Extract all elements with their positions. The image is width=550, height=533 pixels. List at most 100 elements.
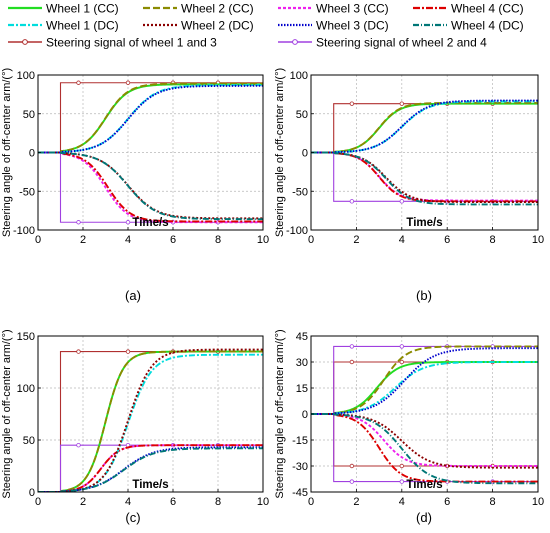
x-tick-label: 0 <box>308 496 314 508</box>
legend-label: Wheel 3 (DC) <box>316 19 389 33</box>
series-line-w1dc <box>311 100 538 154</box>
legend-label: Wheel 1 (DC) <box>46 19 119 33</box>
y-axis-label: Steering angle of off-center arm/(°) <box>1 329 13 498</box>
x-tick-label: 4 <box>399 234 405 246</box>
signal-marker <box>399 344 404 349</box>
legend-entry-w1cc: Wheel 1 (CC) <box>8 2 119 16</box>
signal-marker <box>125 80 131 85</box>
y-tick-label: -45 <box>292 487 308 499</box>
series-line-w2cc <box>311 101 538 154</box>
series-line-w4dc <box>311 151 538 206</box>
plot-area <box>38 336 263 492</box>
y-tick-label: -50 <box>19 186 35 198</box>
x-tick-label: 4 <box>125 496 131 508</box>
series-line-w2cc <box>38 82 263 154</box>
legend-entry-w2cc: Wheel 2 (CC) <box>143 2 254 16</box>
series-line-w1dc <box>311 361 538 415</box>
series-line-w4cc <box>38 444 263 492</box>
x-tick-label: 8 <box>490 234 496 246</box>
series-line-w4dc <box>38 447 263 492</box>
ticks: 0 2 4 6 8 10 -100 -50 0 50 100 <box>13 70 269 246</box>
y-tick-label: 150 <box>17 331 35 343</box>
series-line-w2dc <box>311 151 538 204</box>
x-tick-label: 0 <box>308 234 314 246</box>
signal-marker <box>399 101 404 106</box>
y-tick-label: -50 <box>292 186 308 198</box>
signal-marker <box>349 199 355 204</box>
legend-marker <box>22 39 28 45</box>
legend-label: Wheel 2 (CC) <box>181 2 254 16</box>
legend-entry-w3dc: Wheel 3 (DC) <box>278 19 389 33</box>
x-tick-label: 0 <box>35 234 41 246</box>
x-tick-label: 2 <box>80 496 86 508</box>
y-tick-label: -15 <box>292 435 308 447</box>
y-tick-label: 15 <box>296 383 308 395</box>
y-tick-label: 0 <box>302 409 308 421</box>
series-line-w4dc <box>311 413 538 485</box>
x-tick-label: 6 <box>444 496 450 508</box>
series-line-w2cc <box>38 350 263 492</box>
legend-entry-w3cc: Wheel 3 (CC) <box>278 2 389 16</box>
series-line-w3cc <box>311 413 538 467</box>
y-tick-label: 0 <box>29 148 35 160</box>
x-axis-label: Time/s <box>132 479 168 491</box>
signal-marker <box>125 349 131 354</box>
legend-entry-w2dc: Wheel 2 (DC) <box>143 19 254 33</box>
signal-marker <box>349 463 355 469</box>
signal-marker <box>349 101 355 106</box>
x-axis-label: Time/s <box>406 479 442 491</box>
signal-marker <box>399 479 404 484</box>
series-line-w3dc <box>311 99 538 154</box>
legend-entry-w4dc: Wheel 4 (DC) <box>413 19 524 33</box>
legend-label: Wheel 4 (DC) <box>451 19 524 33</box>
y-tick-label: 100 <box>17 70 35 82</box>
series-group <box>311 344 538 485</box>
legend-label: Wheel 3 (CC) <box>316 2 389 16</box>
legend-label: Wheel 2 (DC) <box>181 19 254 33</box>
y-tick-label: 100 <box>290 70 308 82</box>
legend: Wheel 1 (CC) Wheel 2 (CC) Wheel 3 (CC) Whee… <box>8 2 524 50</box>
chart-panel-2: 0 2 4 6 8 10 -100 -50 0 50 100 Time/s Steering angle… <box>274 68 544 303</box>
legend-entry-sig13: Steering signal of wheel 1 and 3 <box>8 36 217 50</box>
y-tick-label: 0 <box>302 148 308 160</box>
legend-entry-w1dc: Wheel 1 (DC) <box>8 19 119 33</box>
series-line-w1cc <box>311 361 538 415</box>
legend-label: Wheel 4 (CC) <box>451 2 524 16</box>
x-tick-label: 6 <box>170 496 176 508</box>
legend-label: Wheel 1 (CC) <box>46 2 119 16</box>
signal-marker <box>349 479 355 484</box>
x-tick-label: 6 <box>170 234 176 246</box>
x-tick-label: 4 <box>125 234 131 246</box>
series-group <box>311 99 538 206</box>
x-tick-label: 8 <box>490 496 496 508</box>
signal-marker <box>76 443 81 448</box>
x-tick-label: 2 <box>353 234 359 246</box>
x-tick-label: 0 <box>35 496 41 508</box>
signal-marker <box>76 80 81 85</box>
signal-marker <box>399 199 404 204</box>
x-tick-label: 4 <box>399 496 405 508</box>
ticks: 0 2 4 6 8 10 -45 -30 -15 0 15 30 45 <box>292 331 544 508</box>
signal-marker <box>76 349 81 354</box>
x-tick-label: 8 <box>215 496 221 508</box>
y-axis-label: Steering angle of off-center arm/(°) <box>274 68 286 237</box>
y-tick-label: 30 <box>296 357 308 369</box>
chart-panel-1: 0 2 4 6 8 10 -100 -50 0 50 100 Time/s Steering angle… <box>1 68 269 303</box>
y-axis-label: Steering angle of off-center arm/(°) <box>274 329 286 498</box>
y-tick-label: 50 <box>23 109 35 121</box>
x-tick-label: 6 <box>444 234 450 246</box>
signal-marker <box>349 359 355 365</box>
x-tick-label: 2 <box>353 496 359 508</box>
y-tick-label: 50 <box>296 109 308 121</box>
series-line-w3dc <box>38 84 263 154</box>
panel-caption: (a) <box>125 288 141 303</box>
series-group <box>38 80 263 225</box>
y-axis-label: Steering angle of off-center arm/(°) <box>1 68 13 237</box>
plot-frame <box>37 335 264 493</box>
x-axis-label: Time/s <box>132 217 168 229</box>
series-line-w2cc <box>311 345 538 415</box>
signal-marker <box>399 359 404 365</box>
signal-marker <box>399 463 404 469</box>
